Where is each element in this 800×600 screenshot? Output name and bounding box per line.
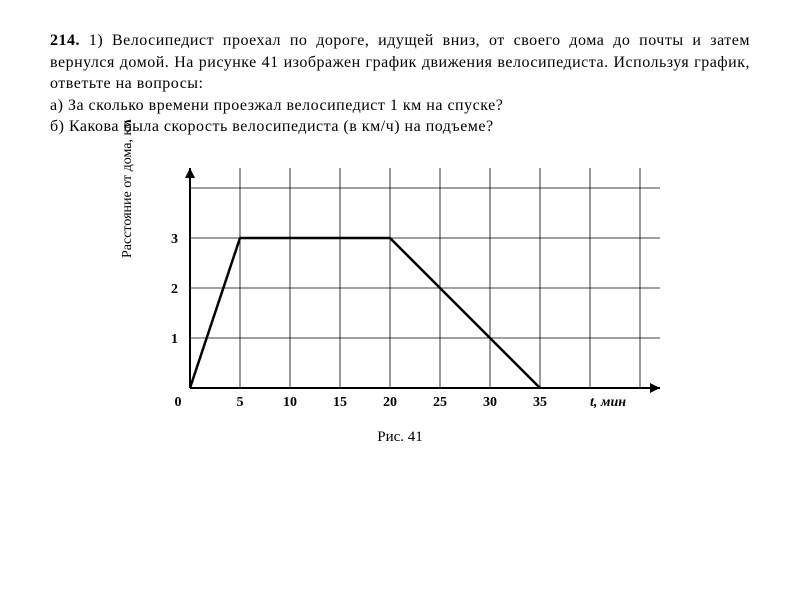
svg-text:30: 30	[483, 395, 497, 410]
svg-text:3: 3	[171, 232, 178, 247]
problem-number: 214.	[50, 32, 80, 49]
svg-text:10: 10	[283, 395, 297, 410]
question-a: За сколько времени проезжал велосипедист…	[68, 97, 503, 114]
y-axis-label: Расстояние от дома, км	[120, 120, 136, 258]
question-a-label: а)	[50, 97, 63, 114]
motion-chart: 5 10 15 20 25 30 35 0 1 2 3 t, мин	[140, 158, 670, 418]
svg-text:1: 1	[171, 332, 178, 347]
figure-caption: Рис. 41	[140, 429, 660, 446]
svg-text:0: 0	[175, 395, 182, 410]
svg-text:2: 2	[171, 282, 178, 297]
problem-intro: Велосипедист проехал по дороге, идущей в…	[50, 32, 750, 92]
chart-container: Расстояние от дома, км 51015202530350123…	[140, 158, 660, 446]
question-b-label: б)	[50, 118, 64, 135]
svg-text:t, мин: t, мин	[590, 395, 626, 410]
svg-text:25: 25	[433, 395, 447, 410]
svg-text:20: 20	[383, 395, 397, 410]
svg-text:5: 5	[237, 395, 244, 410]
part-label: 1)	[89, 32, 103, 49]
problem-text: 214. 1) Велосипедист проехал по дороге, …	[50, 30, 750, 138]
svg-text:15: 15	[333, 395, 347, 410]
svg-text:35: 35	[533, 395, 547, 410]
